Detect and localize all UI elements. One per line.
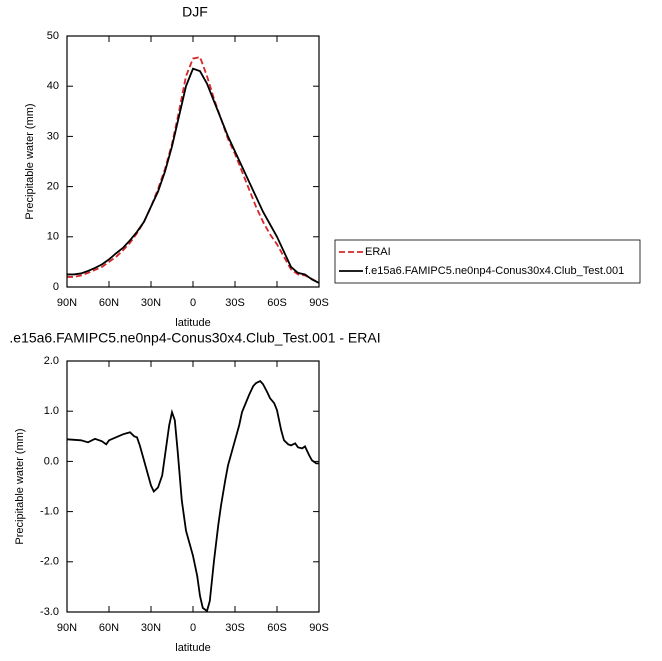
x-tick-label: 90N [57, 297, 77, 309]
plot-frame [66, 360, 320, 613]
x-tick-label: 0 [190, 297, 196, 309]
x-tick-label: 30S [225, 622, 245, 634]
chart-title: .e15a6.FAMIPC5.ne0np4-Conus30x4.Club_Tes… [9, 330, 380, 346]
y-tick-label: 0.0 [44, 455, 59, 467]
x-axis-label: latitude [175, 642, 210, 654]
y-tick-label: 40 [47, 80, 59, 92]
x-axis-label: latitude [175, 317, 210, 329]
data-line [67, 56, 320, 284]
y-tick-label: 30 [47, 130, 59, 142]
y-tick-label: 2.0 [44, 355, 59, 367]
x-tick-label: 90N [57, 622, 77, 634]
x-tick-label: 0 [190, 622, 196, 634]
y-tick-label: 0 [53, 281, 59, 293]
x-tick-label: 60S [267, 622, 287, 634]
data-line [66, 379, 319, 613]
legend-label: ERAI [365, 246, 391, 258]
legend-label: f.e15a6.FAMIPC5.ne0np4-Conus30x4.Club_Te… [365, 265, 624, 277]
x-tick-label: 30N [141, 297, 161, 309]
y-tick-label: -1.0 [40, 506, 59, 518]
x-tick-label: 30S [225, 297, 245, 309]
x-tick-label: 60S [267, 297, 287, 309]
y-tick-label: -3.0 [40, 606, 59, 618]
y-axis-label: Precipitable water (mm) [14, 428, 26, 544]
y-tick-label: 50 [47, 30, 59, 42]
x-tick-label: 90S [309, 622, 329, 634]
y-tick-label: -2.0 [40, 556, 59, 568]
x-tick-label: 60N [99, 297, 119, 309]
x-tick-label: 30N [141, 622, 161, 634]
y-tick-label: 10 [47, 231, 59, 243]
data-line [67, 67, 320, 284]
x-tick-label: 90S [309, 297, 329, 309]
y-tick-label: 20 [47, 181, 59, 193]
y-tick-label: 1.0 [44, 405, 59, 417]
chart-title: DJF [182, 4, 208, 20]
x-tick-label: 60N [99, 622, 119, 634]
plot-frame [66, 35, 320, 288]
legend-box [334, 239, 641, 284]
y-axis-label: Precipitable water (mm) [24, 103, 36, 219]
